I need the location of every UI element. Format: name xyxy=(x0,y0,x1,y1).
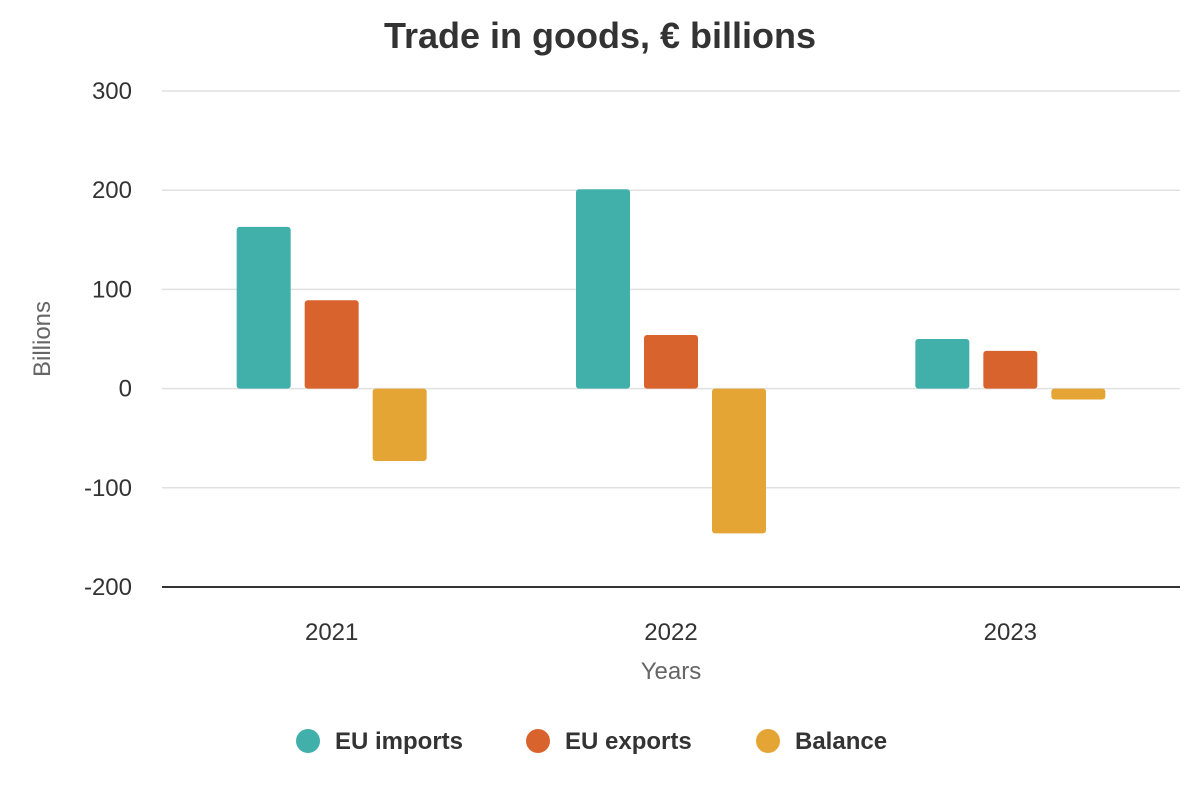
legend-label: EU exports xyxy=(565,728,692,755)
legend-swatch xyxy=(296,729,320,753)
chart-title: Trade in goods, € billions xyxy=(384,15,816,56)
bar-eu-exports-2023[interactable] xyxy=(983,350,1038,389)
x-tick-label: 2022 xyxy=(644,619,697,646)
y-tick-label: 200 xyxy=(92,177,132,204)
legend-item-balance[interactable]: Balance xyxy=(756,728,887,755)
bars xyxy=(236,189,1106,534)
x-axis-ticks: 2021 2022 2023 xyxy=(305,619,1037,646)
gridlines xyxy=(162,90,1180,489)
legend-swatch xyxy=(526,729,550,753)
y-tick-label: 0 xyxy=(119,376,132,403)
bar-eu-exports-2021[interactable] xyxy=(304,300,359,389)
y-axis-ticks: 300 200 100 0 -100 -200 xyxy=(84,78,132,601)
bar-eu-imports-2022[interactable] xyxy=(576,189,630,389)
legend-item-eu-exports[interactable]: EU exports xyxy=(526,728,692,755)
bar-balance-2021[interactable] xyxy=(372,388,427,462)
legend-label: EU imports xyxy=(335,728,463,755)
x-tick-label: 2021 xyxy=(305,619,358,646)
bar-balance-2023[interactable] xyxy=(1051,388,1106,400)
legend-item-eu-imports[interactable]: EU imports xyxy=(296,728,463,755)
bar-eu-imports-2021[interactable] xyxy=(236,226,291,389)
x-tick-label: 2023 xyxy=(984,619,1037,646)
bar-balance-2022[interactable] xyxy=(712,388,766,534)
y-axis-title: Billions xyxy=(29,301,56,377)
legend: EU imports EU exports Balance xyxy=(296,728,887,755)
bar-eu-imports-2023[interactable] xyxy=(915,339,970,389)
y-tick-label: 300 xyxy=(92,78,132,105)
y-tick-label: -100 xyxy=(84,475,132,502)
y-tick-label: -200 xyxy=(84,574,132,601)
y-tick-label: 100 xyxy=(92,276,132,303)
legend-swatch xyxy=(756,729,780,753)
legend-label: Balance xyxy=(795,728,887,755)
x-axis-title: Years xyxy=(641,658,702,685)
bar-eu-exports-2022[interactable] xyxy=(644,335,698,389)
